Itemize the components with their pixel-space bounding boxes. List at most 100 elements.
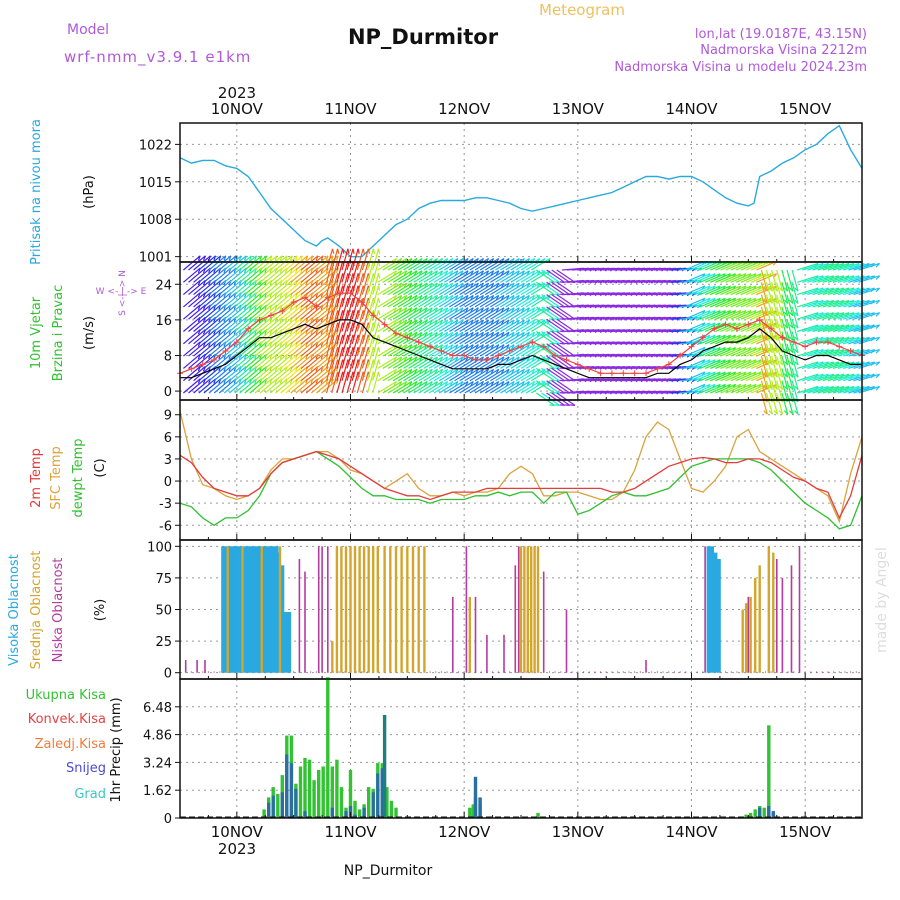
precip-snow-bar xyxy=(294,788,298,818)
wind-arrow xyxy=(188,279,206,296)
wind-arrow xyxy=(275,304,293,320)
wind-arrow xyxy=(264,279,283,296)
wind-arrow xyxy=(822,385,844,394)
cloud-low-bar xyxy=(474,596,477,673)
wind-arrow xyxy=(213,255,232,271)
wind-arrow xyxy=(454,270,474,283)
cloud-low-bar xyxy=(781,577,784,673)
wind-arrow xyxy=(479,307,500,320)
wind-gust-marker xyxy=(302,294,309,301)
wind-arrow xyxy=(541,306,560,320)
wind-arrow xyxy=(765,355,773,378)
cloud-mid-bar xyxy=(411,546,415,673)
wind-arrow xyxy=(500,307,520,320)
wind-arrow xyxy=(310,255,329,271)
wind-arrow xyxy=(300,279,319,296)
wind-arrow xyxy=(413,380,433,394)
wind-arrow xyxy=(403,331,423,345)
wind-arrow xyxy=(822,299,844,308)
wind-arrow xyxy=(449,356,469,369)
wind-arrow xyxy=(500,270,520,283)
precip-total-bar xyxy=(317,770,321,818)
wind-arrow xyxy=(305,279,324,296)
cloud-low-bar xyxy=(747,596,750,673)
wind-arrow xyxy=(765,343,773,366)
wind-arrow xyxy=(188,316,206,332)
wind-arrow-head xyxy=(511,319,515,325)
wind-arrow xyxy=(229,316,247,332)
wind-arrow xyxy=(295,341,314,357)
wind-arrow-head xyxy=(495,282,500,288)
wind-arrow-head xyxy=(408,344,413,350)
wind-arrow xyxy=(408,344,428,357)
wind-arrow-head xyxy=(403,331,408,337)
wind-arrow xyxy=(684,346,706,357)
wind-arrow-head xyxy=(696,366,702,370)
wind-arrow xyxy=(336,347,344,369)
wind-arrow xyxy=(351,371,359,394)
wind-arrow-head xyxy=(403,368,408,374)
wind-arrow xyxy=(817,324,839,333)
wind-arrow xyxy=(351,260,359,283)
wind-arrow xyxy=(264,378,283,394)
wind-arrow xyxy=(505,257,525,271)
wind-arrow-head xyxy=(516,356,520,362)
wind-arrow xyxy=(208,255,227,271)
cloud-mid-bar xyxy=(767,546,770,673)
wind-arrow xyxy=(203,366,222,382)
wind-arrow-head xyxy=(768,410,773,415)
cloud-low-bar xyxy=(790,565,793,673)
wind-arrow xyxy=(423,270,443,283)
wind-arrow xyxy=(484,356,505,369)
wind-arrow xyxy=(474,307,495,320)
wind-arrow xyxy=(449,282,469,296)
y-tick-label: -6 xyxy=(159,519,172,534)
wind-arrow xyxy=(791,319,799,341)
wind-arrow xyxy=(797,349,819,357)
pressure-ylabel: Pritisak na nivou mora (hPa) xyxy=(29,119,97,265)
wind-arrow xyxy=(403,294,423,308)
wind-arrow xyxy=(223,366,242,382)
cloud-high-bar xyxy=(248,546,253,673)
wind-arrow-head xyxy=(783,410,789,415)
wind-arrow xyxy=(341,334,349,357)
wind-arrow xyxy=(377,356,397,369)
wind-arrow xyxy=(305,255,324,271)
wind-arrow xyxy=(449,368,469,382)
wind-arrow xyxy=(331,297,339,320)
wind-arrow-head xyxy=(763,360,768,366)
wind-arrow-head xyxy=(419,368,423,374)
wind-arrow xyxy=(433,356,454,369)
wind-arrow xyxy=(469,294,489,308)
wind-arrow xyxy=(397,356,418,369)
precip-snow-bar xyxy=(289,763,294,818)
wind-arrow xyxy=(403,257,423,271)
wind-arrow xyxy=(469,380,489,394)
wind-arrow xyxy=(223,279,242,296)
altitude-label: Nadmorska Visina 2212m xyxy=(700,43,867,58)
wind-arrow xyxy=(428,282,449,296)
wind-arrow xyxy=(300,304,319,320)
day-label-bottom: 14NOV xyxy=(665,823,718,841)
wind-arrow xyxy=(423,380,443,394)
wind-arrow xyxy=(356,322,364,344)
wind-arrow xyxy=(392,319,413,333)
wind-arrow-head xyxy=(330,353,334,360)
wind-arrow xyxy=(331,347,339,369)
wind-arrow xyxy=(725,322,747,333)
cloud-high-bar xyxy=(251,546,256,673)
wind-arrow xyxy=(802,275,824,283)
wind-arrow xyxy=(418,356,438,369)
wind-arrow xyxy=(546,294,566,308)
wind-arrow xyxy=(244,353,262,369)
wind-arrow xyxy=(193,353,211,369)
wind-arrow xyxy=(356,359,364,381)
wind-arrow xyxy=(464,344,484,357)
wind-arrow xyxy=(403,344,423,357)
wind-arrow-head xyxy=(208,255,212,261)
wind-arrow xyxy=(244,329,262,345)
wind-arrow-head xyxy=(434,295,439,301)
wind-arrow xyxy=(351,322,359,344)
wind-arrow-head xyxy=(875,336,881,342)
wind-arrow xyxy=(392,368,413,382)
